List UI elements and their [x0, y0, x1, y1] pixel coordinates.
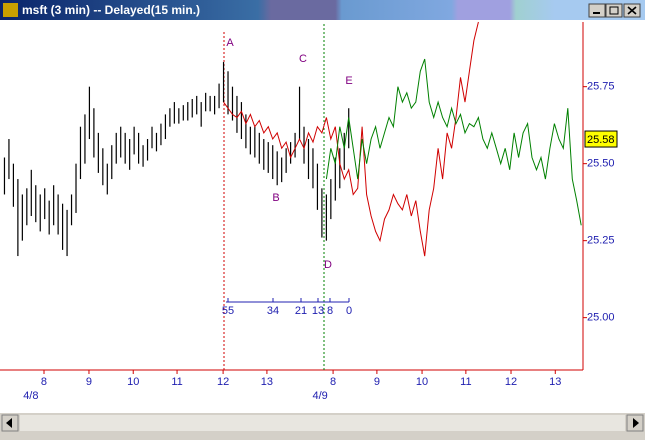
wave-label: B: [272, 192, 279, 204]
x-tick-label: 10: [416, 376, 428, 388]
title-bar: [0, 0, 645, 20]
x-tick-label: 8: [330, 376, 336, 388]
last-price-label: 25.58: [587, 134, 615, 146]
scroll-left-glyph: [6, 418, 12, 428]
date-label: 4/9: [312, 390, 327, 402]
y-tick-label: 25.75: [587, 81, 615, 93]
wave-label: E: [345, 75, 352, 87]
x-tick-label: 8: [41, 376, 47, 388]
minimize-button[interactable]: [588, 3, 606, 18]
maximize-glyph: [609, 6, 619, 15]
last-price-box: [584, 130, 618, 148]
x-tick-label: 13: [261, 376, 273, 388]
fib-label: 13: [312, 305, 324, 317]
window-buttons[interactable]: [588, 3, 641, 18]
scroll-right-glyph: [633, 418, 639, 428]
scroll-track[interactable]: [20, 415, 625, 431]
close-glyph: [627, 6, 637, 15]
app-icon: [3, 3, 18, 17]
x-tick-label: 11: [460, 376, 471, 388]
wave-label: C: [299, 53, 307, 65]
x-tick-label: 9: [86, 376, 92, 388]
fib-label: 34: [267, 305, 279, 317]
y-tick-label: 25.50: [587, 158, 615, 170]
projection-line: [223, 21, 479, 257]
x-tick-label: 10: [127, 376, 139, 388]
y-tick-label: 25.00: [587, 312, 615, 324]
fib-label: 0: [346, 305, 352, 317]
wave-label: A: [226, 37, 234, 49]
window-title: msft (3 min) -- Delayed(15 min.): [22, 3, 200, 17]
fib-label: 8: [327, 305, 333, 317]
projection-line: [325, 58, 582, 226]
y-tick-label: 25.25: [587, 235, 615, 247]
maximize-button[interactable]: [605, 3, 623, 18]
date-label: 4/8: [23, 390, 38, 402]
x-tick-label: 13: [549, 376, 561, 388]
x-tick-label: 12: [217, 376, 229, 388]
x-tick-label: 9: [374, 376, 380, 388]
fib-label: 55: [222, 305, 234, 317]
x-tick-label: 12: [505, 376, 517, 388]
fib-label: 21: [295, 305, 307, 317]
wave-label: D: [324, 259, 332, 271]
x-tick-label: 11: [171, 376, 182, 388]
